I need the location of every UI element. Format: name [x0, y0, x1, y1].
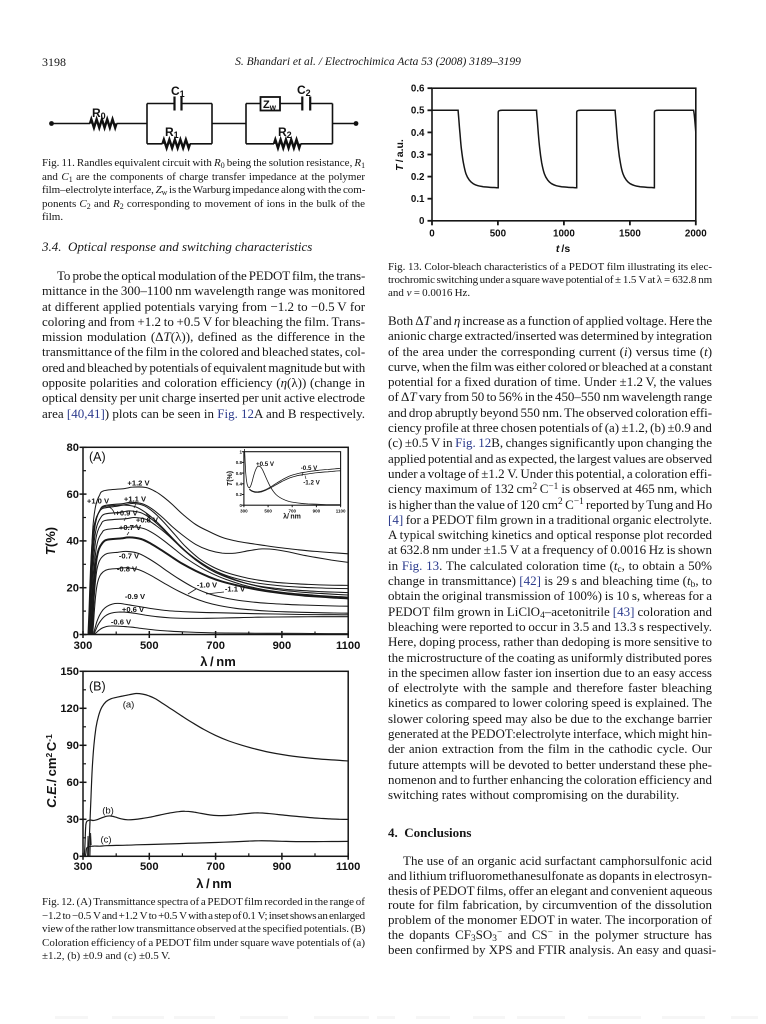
svg-text:0: 0: [239, 503, 242, 508]
svg-text:300: 300: [240, 508, 248, 513]
svg-text:T(%): T(%): [227, 471, 234, 486]
svg-text:+0.9 V: +0.9 V: [115, 509, 138, 518]
svg-text:150: 150: [60, 666, 79, 678]
svg-text:2000: 2000: [685, 229, 707, 240]
svg-text:0.4: 0.4: [236, 482, 243, 487]
svg-text:40: 40: [67, 536, 79, 548]
svg-text:0.1: 0.1: [411, 194, 425, 205]
svg-text:30: 30: [67, 814, 79, 826]
svg-text:T / a.u.: T / a.u.: [394, 139, 406, 171]
svg-text:+1.1 V: +1.1 V: [124, 495, 147, 504]
svg-text:(a): (a): [123, 700, 135, 711]
svg-text:+0.8 V: +0.8 V: [136, 516, 159, 525]
svg-text:120: 120: [60, 703, 79, 715]
svg-text:+0.6 V: +0.6 V: [122, 605, 145, 614]
svg-text:λ/ nm: λ/ nm: [283, 513, 301, 521]
svg-text:(b): (b): [102, 806, 114, 817]
svg-text:500: 500: [264, 508, 272, 513]
svg-text:-1.1 V: -1.1 V: [225, 585, 246, 594]
svg-text:Zw: Zw: [263, 99, 277, 112]
svg-text:+1.0 V: +1.0 V: [87, 497, 110, 506]
svg-text:700: 700: [206, 861, 225, 873]
svg-text:-1.0 V: -1.0 V: [197, 581, 218, 590]
svg-text:60: 60: [67, 777, 79, 789]
svg-text:0.3: 0.3: [411, 150, 425, 161]
svg-text:T(%): T(%): [43, 527, 58, 555]
svg-text:(A): (A): [89, 450, 106, 464]
svg-text:t /s: t /s: [556, 243, 571, 255]
svg-text:0.6: 0.6: [236, 471, 243, 476]
svg-text:-0.5 V: -0.5 V: [301, 465, 318, 472]
svg-text:300: 300: [74, 861, 93, 873]
svg-text:80: 80: [67, 442, 79, 454]
svg-text:C.E./ cm2 C-1: C.E./ cm2 C-1: [44, 734, 59, 808]
svg-text:90: 90: [67, 740, 79, 752]
svg-text:0: 0: [429, 229, 435, 240]
svg-text:-0.9 V: -0.9 V: [125, 592, 146, 601]
svg-text:900: 900: [273, 861, 292, 873]
svg-text:R0: R0: [92, 106, 106, 121]
svg-text:-0.7 V: -0.7 V: [119, 552, 140, 561]
svg-text:λ / nm: λ / nm: [200, 654, 236, 669]
svg-text:20: 20: [67, 583, 79, 595]
svg-text:0.5: 0.5: [411, 106, 425, 117]
svg-text:1100: 1100: [336, 861, 360, 873]
svg-text:(c): (c): [100, 835, 111, 846]
svg-text:1: 1: [239, 449, 242, 454]
svg-text:0.2: 0.2: [411, 172, 425, 183]
svg-text:1100: 1100: [336, 640, 360, 652]
svg-text:C2: C2: [297, 83, 311, 98]
svg-text:+0.5 V: +0.5 V: [256, 461, 275, 468]
svg-text:+1.2 V: +1.2 V: [127, 479, 150, 488]
svg-text:0.8: 0.8: [236, 460, 243, 465]
svg-text:0.4: 0.4: [411, 128, 425, 139]
svg-text:1100: 1100: [336, 508, 346, 513]
svg-text:λ / nm: λ / nm: [196, 876, 232, 891]
svg-text:1500: 1500: [619, 229, 641, 240]
svg-text:700: 700: [288, 508, 296, 513]
svg-text:0: 0: [73, 629, 79, 641]
svg-text:300: 300: [74, 640, 93, 652]
svg-text:+0.7 V: +0.7 V: [119, 523, 142, 532]
svg-text:500: 500: [140, 640, 159, 652]
svg-text:-0.8 V: -0.8 V: [117, 565, 138, 574]
svg-text:0: 0: [73, 851, 79, 863]
svg-text:700: 700: [206, 640, 225, 652]
svg-text:60: 60: [67, 489, 79, 501]
svg-text:C1: C1: [171, 84, 185, 99]
svg-text:1000: 1000: [553, 229, 575, 240]
svg-text:0.2: 0.2: [236, 492, 243, 497]
svg-text:500: 500: [140, 861, 159, 873]
svg-text:-1.2 V: -1.2 V: [303, 480, 320, 487]
svg-text:R2: R2: [278, 125, 292, 140]
svg-text:-0.6 V: -0.6 V: [111, 618, 132, 627]
svg-text:0.6: 0.6: [411, 84, 425, 95]
svg-text:900: 900: [273, 640, 292, 652]
svg-text:500: 500: [490, 229, 507, 240]
svg-text:900: 900: [313, 508, 321, 513]
svg-text:0: 0: [419, 216, 425, 227]
svg-text:(B): (B): [89, 680, 106, 694]
svg-text:R1: R1: [165, 125, 179, 140]
